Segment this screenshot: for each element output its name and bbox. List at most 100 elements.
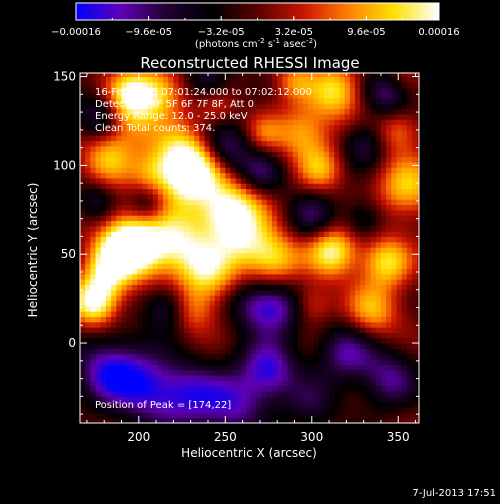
heatmap-cell [121,193,128,200]
colorbar-ticks: −0.00016 −9.6e-05 −3.2e-05 3.2e-05 9.6e-05 0.… [51,16,460,38]
heatmap-cell [111,407,117,413]
heatmap-cell [121,145,128,152]
heatmap-cell [90,391,97,397]
heatmap-cell [105,97,112,104]
heatmap-cell [152,177,159,184]
heatmap-cell [90,284,97,291]
heatmap-cell [246,353,252,360]
heatmap-cell [194,295,200,302]
heatmap-cell [365,375,372,381]
heatmap-cell [282,417,289,423]
heatmap-cell [214,353,221,360]
heatmap-cell [235,135,242,142]
heatmap-cell [142,177,149,184]
heatmap-cell [380,177,387,184]
heatmap-cell [178,103,185,110]
heatmap-cell [355,311,361,317]
heatmap-cell [225,343,232,349]
heatmap-cell [251,140,258,147]
heatmap-cell [80,209,86,216]
heatmap-cell [188,396,195,403]
heatmap-cell [406,252,413,259]
heatmap-cell [355,396,361,403]
heatmap-cell [85,151,91,158]
heatmap-cell [85,284,91,291]
heatmap-cell [204,108,211,115]
heatmap-cell [199,241,206,248]
heatmap-cell [297,401,304,408]
heatmap-cell [163,257,169,264]
heatmap-cell [126,236,133,243]
heatmap-cell [406,124,413,131]
heatmap-cell [220,284,226,291]
heatmap-cell [412,284,418,291]
heatmap-cell [235,156,242,163]
heatmap-cell [401,316,408,323]
heatmap-cell [204,359,211,365]
heatmap-cell [100,225,107,232]
heatmap-cell [214,177,221,184]
heatmap-cell [375,81,382,88]
heatmap-cell [375,129,382,136]
heatmap-cell [111,396,117,403]
heatmap-cell [209,177,216,184]
heatmap-cell [323,284,330,291]
heatmap-cell [297,412,304,419]
heatmap-cell [105,295,112,302]
heatmap-cell [256,135,263,142]
heatmap-cell [235,140,242,147]
heatmap-cell [183,401,190,408]
heatmap-cell [131,124,138,131]
heatmap-cell [240,103,247,110]
heatmap-cell [95,204,102,211]
heatmap-cell [375,289,382,296]
heatmap-cell [360,188,366,195]
heatmap-cell [225,380,232,387]
heatmap-cell [147,188,154,195]
heatmap-cell [380,332,387,339]
heatmap-cell [365,332,372,339]
heatmap-cell [375,193,382,200]
heatmap-cell [80,103,86,110]
heatmap-cell [349,359,356,365]
heatmap-cell [147,87,154,94]
heatmap-cell [287,407,294,413]
heatmap-cell [85,73,91,78]
heatmap-cell [230,353,237,360]
heatmap-cell [417,391,419,397]
heatmap-cell [194,119,200,126]
heatmap-cell [80,247,86,254]
heatmap-cell [121,167,128,174]
heatmap-cell [173,289,180,296]
heatmap-cell [240,364,247,371]
heatmap-cell [152,199,159,206]
heatmap-cell [339,327,346,333]
heatmap-cell [183,305,190,312]
heatmap-cell [199,369,206,376]
heatmap-cell [163,401,169,408]
heatmap-cell [131,380,138,387]
heatmap-cell [168,284,174,291]
heatmap-cell [121,241,128,248]
heatmap-cell [188,167,195,174]
heatmap-cell [147,380,154,387]
heatmap-cell [85,327,91,333]
heatmap-cell [323,359,330,365]
heatmap-cell [147,73,154,78]
heatmap-cell [111,231,117,238]
heatmap-cell [344,417,351,423]
heatmap-cell [303,359,309,365]
heatmap-cell [188,305,195,312]
heatmap-cell [323,412,330,419]
heatmap-cell [116,92,123,99]
heatmap-cell [178,359,185,365]
heatmap-cell [282,375,289,381]
heatmap-cell [230,305,237,312]
heatmap-cell [349,316,356,323]
heatmap-cell [401,289,408,296]
heatmap-cell [396,204,403,211]
heatmap-cell [251,167,258,174]
heatmap-cell [225,161,232,168]
heatmap-cell [396,209,403,216]
